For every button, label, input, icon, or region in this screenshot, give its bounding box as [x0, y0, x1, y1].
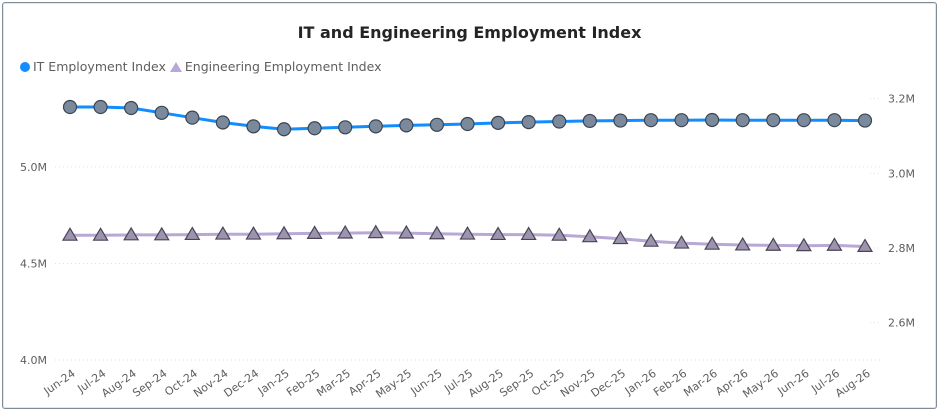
engineering-point	[398, 224, 415, 239]
legend-circle-icon	[20, 61, 30, 72]
legend-label-it: IT Employment Index	[33, 59, 166, 74]
x-tick-label: Dec-25	[588, 367, 628, 400]
it-point	[276, 122, 292, 137]
left-tick-label: 5.0M	[20, 161, 47, 174]
engineering-point	[428, 225, 445, 240]
engineering-point	[673, 234, 690, 249]
right-tick-label: 2.8M	[888, 242, 915, 255]
x-tick-label: Feb-25	[284, 367, 322, 399]
it-point	[582, 113, 597, 129]
engineering-point	[795, 237, 812, 252]
it-point	[93, 99, 108, 115]
left-tick-label: 4.0M	[20, 354, 47, 367]
it-point	[827, 113, 842, 128]
it-point	[429, 117, 445, 132]
engineering-point	[581, 228, 598, 243]
x-tick-label: Jan-26	[622, 367, 659, 398]
engineering-point	[642, 233, 660, 247]
legend-item-it[interactable]: IT Employment Index	[20, 59, 166, 74]
it-point	[246, 119, 261, 134]
chart-title: IT and Engineering Employment Index	[297, 23, 642, 42]
it-point	[674, 113, 689, 128]
it-point	[857, 113, 873, 128]
it-point	[735, 113, 750, 128]
legend[interactable]: IT Employment Index Engineering Employme…	[20, 59, 385, 74]
it-point	[552, 114, 567, 129]
it-point	[185, 110, 200, 125]
legend-label-engineering: Engineering Employment Index	[184, 59, 382, 74]
x-tick-label: Sep-24	[130, 367, 169, 400]
engineering-point	[704, 236, 721, 250]
engineering-point	[856, 238, 874, 253]
engineering-point	[245, 226, 262, 240]
it-point	[215, 115, 230, 130]
engineering-point	[92, 227, 109, 241]
it-point	[705, 112, 720, 128]
it-point	[521, 114, 536, 130]
engineering-point	[826, 237, 843, 251]
engineering-point	[275, 225, 293, 240]
it-point	[643, 113, 659, 128]
it-point	[460, 116, 475, 132]
x-tick-label: Aug-26	[833, 367, 873, 400]
it-point	[154, 105, 169, 120]
engineering-point	[214, 226, 231, 240]
x-tick-label: Jan-25	[255, 367, 292, 398]
x-tick-label: Aug-24	[99, 367, 139, 400]
right-tick-label: 3.2M	[888, 93, 915, 106]
it-point	[399, 118, 414, 133]
engineering-point	[61, 227, 79, 241]
it-point	[766, 113, 781, 128]
left-tick-label: 4.5M	[20, 257, 47, 270]
x-tick-label: Jun-25	[408, 367, 445, 398]
engineering-point	[551, 227, 568, 241]
engineering-point	[765, 237, 782, 251]
x-tick-label: Mar-26	[681, 367, 720, 399]
it-point	[307, 121, 322, 136]
engineering-point	[734, 236, 751, 251]
it-point	[613, 113, 628, 128]
x-tick-label: Sep-25	[497, 367, 536, 400]
it-point	[62, 99, 78, 115]
legend-item-engineering[interactable]: Engineering Employment Index	[169, 59, 382, 74]
engineering-point	[337, 224, 354, 239]
x-tick-label: Dec-24	[222, 367, 262, 400]
right-tick-label: 2.6M	[888, 317, 915, 330]
x-tick-label: Aug-25	[466, 367, 506, 400]
x-tick-label: Mar-25	[314, 367, 353, 399]
engineering-point	[612, 230, 629, 245]
it-point	[796, 113, 811, 128]
it-point	[490, 115, 506, 130]
engineering-point	[123, 226, 140, 241]
legend-triangle-icon	[169, 61, 182, 72]
engineering-point	[490, 226, 507, 241]
it-point	[368, 119, 383, 134]
x-tick-label: Jun-24	[41, 367, 78, 398]
it-point	[124, 100, 139, 116]
engineering-point	[459, 226, 476, 240]
x-tick-label: Feb-26	[651, 367, 689, 399]
engineering-point	[153, 226, 170, 241]
engineering-point	[520, 226, 537, 241]
x-tick-label: Jun-26	[774, 367, 811, 398]
engineering-point	[367, 224, 384, 239]
engineering-point	[184, 226, 201, 241]
it-point	[338, 120, 353, 135]
engineering-point	[306, 225, 323, 239]
right-tick-label: 3.0M	[888, 167, 915, 180]
